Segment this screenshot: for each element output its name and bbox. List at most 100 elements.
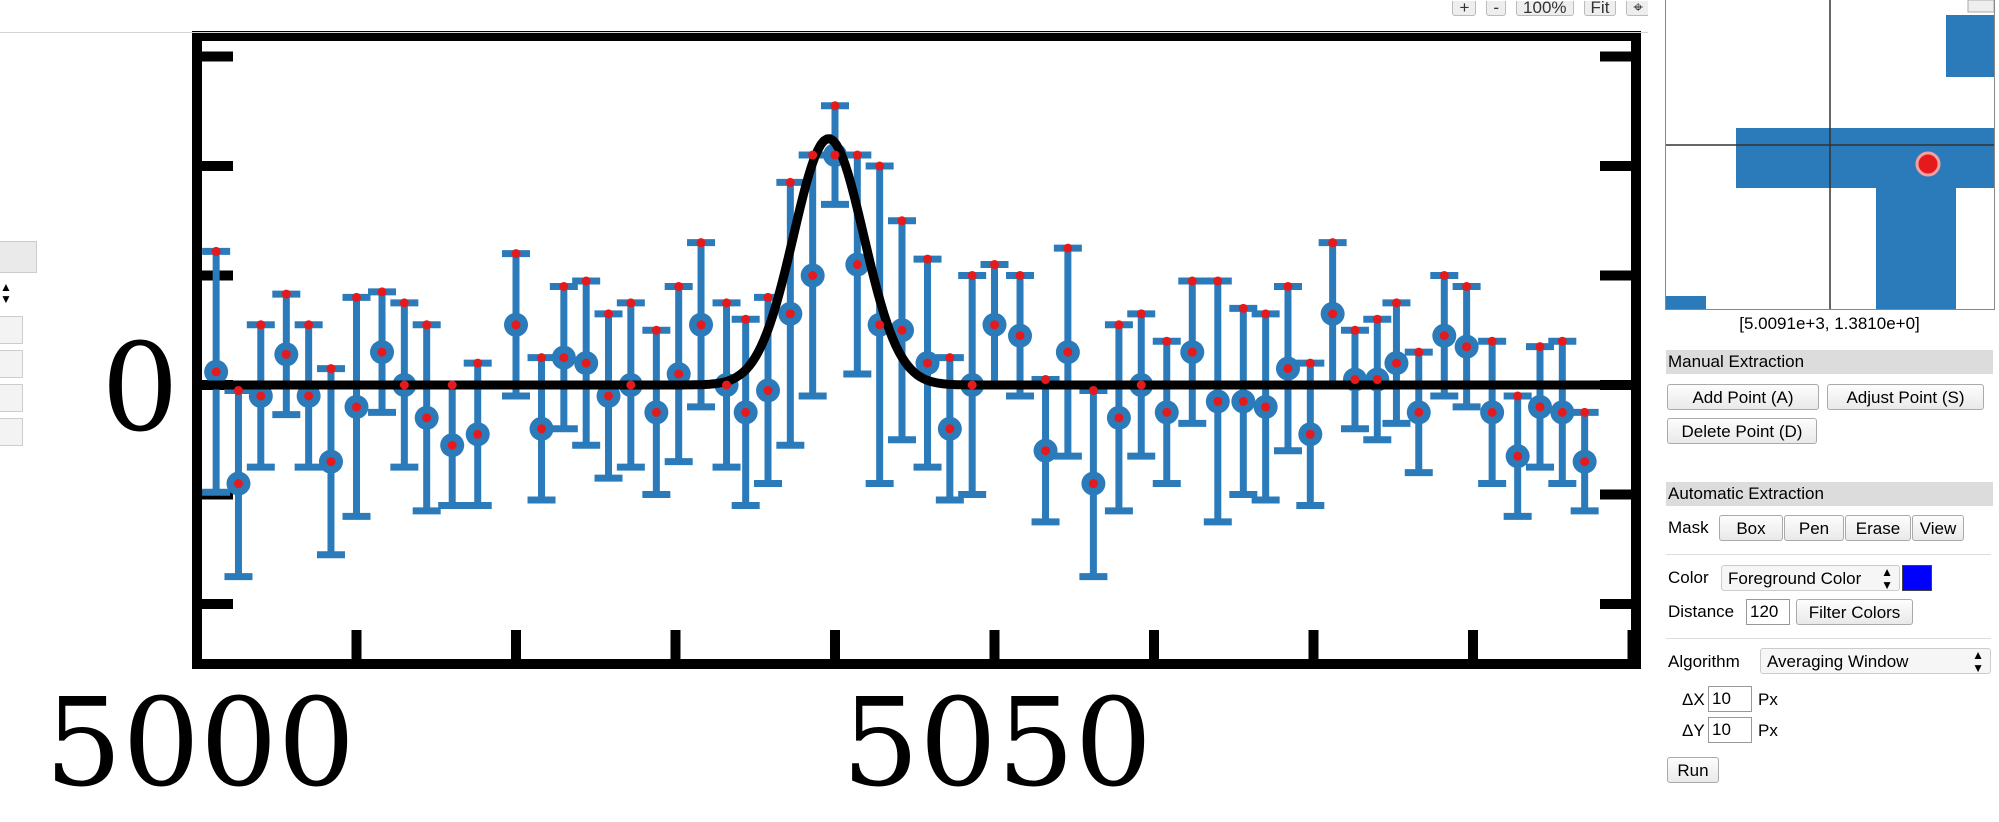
extracted-point [852, 260, 862, 270]
plot-svg[interactable]: 5000 5050 0 [0, 0, 1648, 822]
plot-frame [192, 31, 1641, 669]
dy-unit: Px [1758, 721, 1778, 740]
extracted-point [537, 424, 547, 434]
divider-2 [1666, 638, 1991, 639]
mask-label: Mask [1668, 518, 1709, 537]
x-tick-label: 5050 [842, 672, 1152, 814]
algorithm-select[interactable]: Averaging Window ▲ ▼ [1760, 648, 1991, 675]
extracted-point [1088, 479, 1098, 489]
extracted-point [352, 402, 361, 412]
crosshair-icon[interactable]: ⌖ [1626, 1, 1648, 16]
magnifier-blob-bottom [1666, 296, 1706, 309]
extracted-point [674, 281, 684, 291]
color-label: Color [1668, 568, 1709, 587]
fit-button[interactable]: Fit [1583, 1, 1617, 16]
left-panel-button-stub-1[interactable] [0, 316, 23, 344]
select-arrows-icon: ▲ ▼ [1881, 565, 1893, 592]
extracted-point [741, 407, 751, 417]
extracted-point [1487, 336, 1497, 346]
magnifier-bar-vertical [1876, 128, 1956, 309]
algorithm-label: Algorithm [1668, 652, 1740, 671]
extracted-point [852, 150, 862, 160]
left-panel-select-stub[interactable]: ▲ ▼ [0, 280, 12, 306]
extracted-point [511, 249, 521, 259]
add-point-button[interactable]: Add Point (A) [1667, 384, 1819, 410]
extracted-point [559, 281, 569, 291]
extracted-point [1136, 380, 1146, 390]
extracted-point [1328, 309, 1338, 319]
extracted-point [1372, 375, 1382, 385]
magnifier-blob-top [1946, 15, 1994, 77]
extracted-point [897, 325, 907, 335]
extracted-point [256, 320, 266, 330]
extracted-point [808, 271, 818, 280]
mask-view-button[interactable]: View [1912, 515, 1964, 541]
magnifier-point-marker [1915, 151, 1941, 177]
extracted-point [304, 391, 314, 401]
dx-unit: Px [1758, 690, 1778, 709]
extracted-point [211, 246, 221, 256]
mask-pen-button[interactable]: Pen [1784, 515, 1844, 541]
left-panel-header-stub [0, 241, 37, 273]
distance-input[interactable]: 120 [1746, 599, 1790, 625]
extracted-point [256, 391, 266, 401]
extracted-point [581, 276, 591, 286]
extracted-point [674, 369, 684, 379]
extracted-point [1213, 276, 1223, 286]
extracted-point [1350, 325, 1360, 335]
extracted-point [326, 457, 336, 467]
magnifier-view [1665, 0, 1995, 310]
extracted-point [875, 320, 885, 330]
extracted-point [399, 380, 409, 390]
extracted-point [1391, 358, 1401, 368]
extracted-point [537, 353, 547, 363]
extracted-point [722, 298, 732, 308]
manual-extraction-heading: Manual Extraction [1666, 350, 1993, 374]
magnifier-coords: [5.0091e+3, 1.3810e+0] [1739, 314, 1920, 333]
zoom-in-button[interactable]: + [1452, 1, 1477, 16]
extracted-point [785, 309, 795, 319]
color-mode-select[interactable]: Foreground Color ▲ ▼ [1721, 565, 1900, 592]
extracted-point [604, 391, 614, 401]
extracted-point [1557, 407, 1567, 417]
y-tick-label: 0 [101, 317, 179, 459]
zoom-level[interactable]: 100% [1516, 1, 1574, 16]
plot-canvas[interactable]: 5000 5050 0 ▲ ▼ + - 100% Fit ⌖ [0, 0, 1648, 822]
left-panel-button-stub-4[interactable] [0, 418, 23, 446]
automatic-extraction-heading: Automatic Extraction [1666, 482, 1993, 506]
filter-colors-button[interactable]: Filter Colors [1796, 599, 1913, 625]
mask-box-button[interactable]: Box [1719, 515, 1783, 541]
magnifier-settings-icon[interactable] [1967, 0, 1994, 13]
dy-input[interactable]: 10 [1708, 717, 1752, 743]
extracted-point [990, 320, 999, 330]
run-button[interactable]: Run [1667, 757, 1719, 783]
extracted-point [651, 407, 661, 417]
extracted-point [1162, 407, 1172, 417]
zoom-out-button[interactable]: - [1486, 1, 1507, 16]
extracted-point [945, 424, 955, 434]
left-panel-button-stub-3[interactable] [0, 384, 23, 412]
dx-input[interactable]: 10 [1708, 686, 1752, 712]
extracted-point [1513, 391, 1523, 401]
extracted-point [1088, 385, 1098, 395]
extracted-point [1462, 342, 1472, 352]
extracted-point [1187, 276, 1197, 286]
extracted-point [1015, 331, 1025, 341]
extracted-point [1305, 358, 1315, 368]
extracted-point [1305, 429, 1315, 439]
mask-erase-button[interactable]: Erase [1845, 515, 1911, 541]
extracted-point [626, 380, 636, 390]
extracted-point [1580, 457, 1590, 467]
left-panel-button-stub-2[interactable] [0, 350, 23, 378]
extracted-point [422, 413, 432, 423]
extracted-point [233, 479, 243, 489]
extracted-point [1513, 451, 1523, 461]
delete-point-button[interactable]: Delete Point (D) [1667, 418, 1817, 444]
extracted-point [830, 150, 840, 160]
extracted-point [281, 349, 291, 359]
color-swatch[interactable] [1902, 565, 1932, 591]
extracted-point [377, 287, 387, 297]
adjust-point-button[interactable]: Adjust Point (S) [1827, 384, 1984, 410]
extracted-point [422, 320, 432, 330]
extracted-point [967, 380, 977, 390]
